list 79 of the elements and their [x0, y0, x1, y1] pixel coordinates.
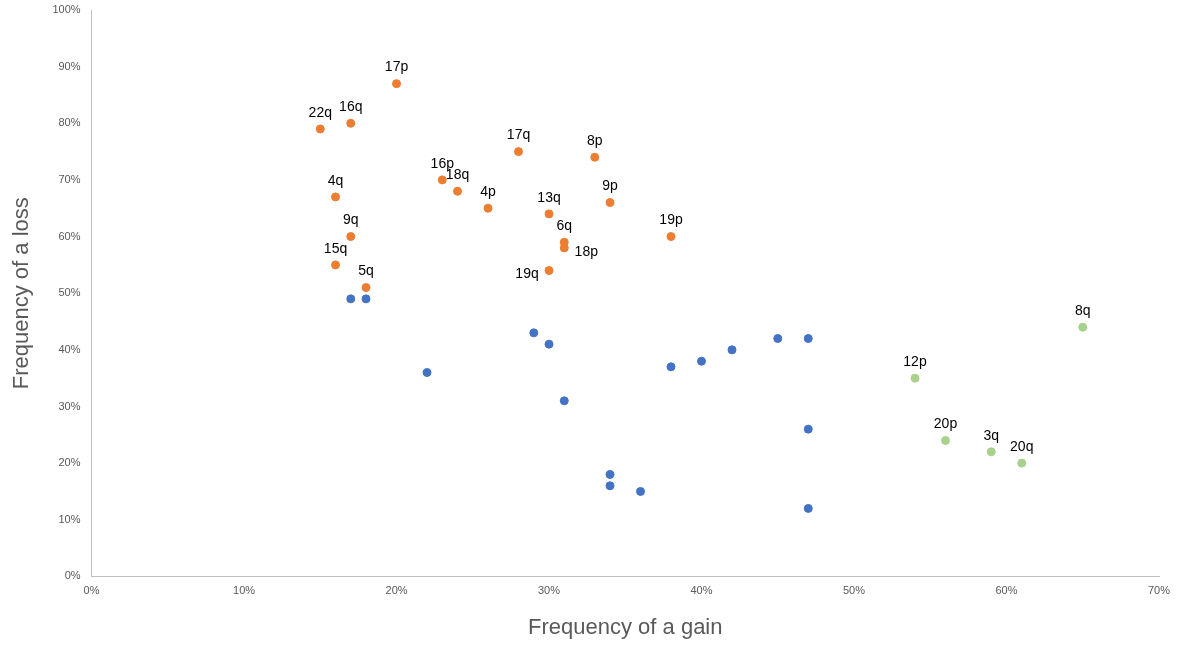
point: [605, 198, 615, 208]
point: [422, 368, 432, 377]
annotation: 9p: [602, 177, 619, 194]
point: [315, 124, 325, 134]
point: [697, 356, 707, 366]
annotation: 3q: [983, 426, 1000, 443]
point: [346, 232, 356, 242]
point: [483, 203, 493, 213]
y-tick-label: 10%: [58, 512, 81, 525]
point: [803, 503, 813, 513]
annotation: 16q: [339, 98, 363, 115]
point: [544, 339, 554, 349]
x-tick-label: 10%: [233, 584, 256, 597]
annotation: 19p: [659, 211, 683, 228]
y-tick-label: 40%: [58, 342, 81, 355]
x-tick-label: 20%: [385, 584, 408, 597]
point: [803, 424, 813, 434]
point: [727, 345, 737, 355]
point: [1017, 458, 1027, 468]
point: [437, 175, 447, 185]
point: [346, 294, 356, 304]
annotation: 20p: [933, 415, 958, 432]
x-tick-label: 60%: [995, 584, 1018, 597]
point: [590, 152, 600, 162]
y-tick-label: 80%: [58, 116, 81, 129]
point: [666, 362, 676, 372]
y-axis-title: Frequency of a loss: [8, 197, 34, 390]
point: [1078, 322, 1088, 332]
point: [941, 435, 951, 445]
y-tick-label: 100%: [52, 3, 81, 16]
point: [605, 481, 615, 491]
x-tick-label: 0%: [83, 584, 100, 597]
y-tick-label: 60%: [58, 229, 81, 242]
annotation: 17q: [506, 126, 531, 143]
point: [605, 469, 615, 479]
point: [559, 396, 569, 406]
point: [544, 209, 554, 219]
annotation: 17p: [384, 58, 409, 75]
point: [544, 266, 554, 276]
y-tick-label: 20%: [58, 456, 81, 469]
annotation: 6q: [556, 217, 573, 234]
annotation: 18p: [574, 242, 599, 259]
y-tick-label: 50%: [58, 286, 81, 299]
annotation: 22q: [308, 103, 332, 120]
point: [514, 147, 524, 157]
point: [910, 373, 920, 383]
point: [666, 232, 676, 242]
point: [331, 260, 341, 270]
point: [361, 294, 371, 304]
annotation: 20q: [1010, 437, 1034, 454]
point: [636, 486, 646, 496]
y-tick-label: 90%: [58, 59, 81, 72]
annotation: 4q: [327, 171, 344, 188]
y-tick-label: 30%: [58, 399, 81, 412]
point: [361, 283, 371, 293]
point: [453, 186, 463, 196]
annotation: 15q: [323, 239, 348, 256]
point: [986, 447, 996, 457]
point: [392, 79, 402, 89]
y-tick-label: 70%: [58, 172, 81, 185]
annotation: 13q: [537, 188, 561, 205]
annotation: 5q: [358, 262, 374, 279]
point: [773, 334, 783, 344]
point: [346, 118, 356, 128]
x-tick-label: 70%: [1147, 584, 1171, 597]
y-tick-label: 0%: [64, 569, 81, 582]
x-axis-title: Frequency of a gain: [528, 613, 723, 639]
annotation: 8p: [586, 132, 603, 149]
annotation: 8q: [1074, 302, 1091, 319]
x-tick-label: 30%: [538, 584, 561, 597]
point: [803, 334, 813, 344]
annotation: 19q: [515, 265, 539, 282]
x-tick-label: 50%: [842, 584, 866, 597]
annotation: 12p: [903, 353, 927, 370]
annotation: 4p: [480, 183, 497, 200]
x-tick-label: 40%: [690, 584, 713, 597]
annotation: 9q: [342, 211, 359, 228]
point: [529, 328, 539, 338]
point: [331, 192, 341, 202]
